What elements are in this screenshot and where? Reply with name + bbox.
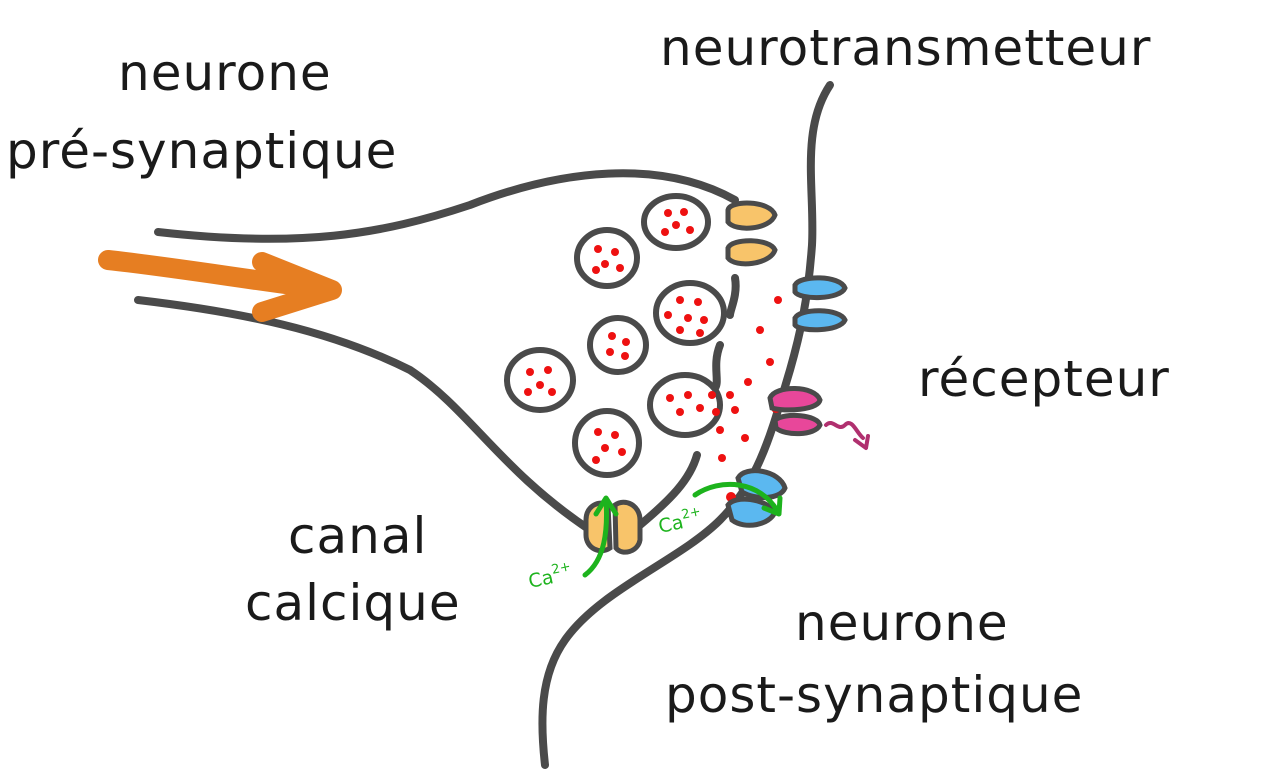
presynaptic-channel-top bbox=[725, 200, 778, 267]
response-wave-icon bbox=[824, 421, 870, 450]
label-presynaptic-line2: pré-synaptique bbox=[6, 122, 397, 180]
action-potential-arrow bbox=[98, 250, 342, 322]
label-postsynaptic-line2: post-synaptique bbox=[665, 666, 1083, 724]
label-postsynaptic-line1: neurone bbox=[795, 594, 1009, 652]
label-calcium-channel-line1: canal bbox=[288, 507, 427, 565]
neurotransmitter-dots bbox=[524, 208, 782, 502]
vesicle bbox=[574, 227, 640, 289]
vesicle bbox=[504, 347, 576, 413]
postsynaptic-membrane bbox=[538, 81, 834, 769]
ion-label-channel: Ca2+ bbox=[526, 559, 574, 593]
receptor-pink bbox=[767, 386, 823, 437]
vesicle bbox=[572, 408, 642, 478]
label-presynaptic-line1: neurone bbox=[118, 44, 332, 102]
vesicle bbox=[587, 315, 649, 375]
receptor-blue-bottom bbox=[725, 468, 788, 528]
presynaptic-membrane bbox=[134, 169, 740, 534]
calcium-channel bbox=[583, 499, 643, 555]
label-receptor: récepteur bbox=[918, 350, 1170, 408]
vesicle-fusing bbox=[647, 372, 723, 438]
ion-label-receptor: Ca2+ bbox=[656, 504, 704, 538]
synaptic-vesicles bbox=[504, 193, 727, 478]
label-neurotransmitter: neurotransmetteur bbox=[660, 19, 1151, 77]
label-calcium-channel-line2: calcique bbox=[245, 574, 461, 632]
vesicle bbox=[653, 280, 727, 346]
receptor-blue-top bbox=[792, 275, 848, 333]
calcium-influx-arrows bbox=[582, 482, 783, 578]
